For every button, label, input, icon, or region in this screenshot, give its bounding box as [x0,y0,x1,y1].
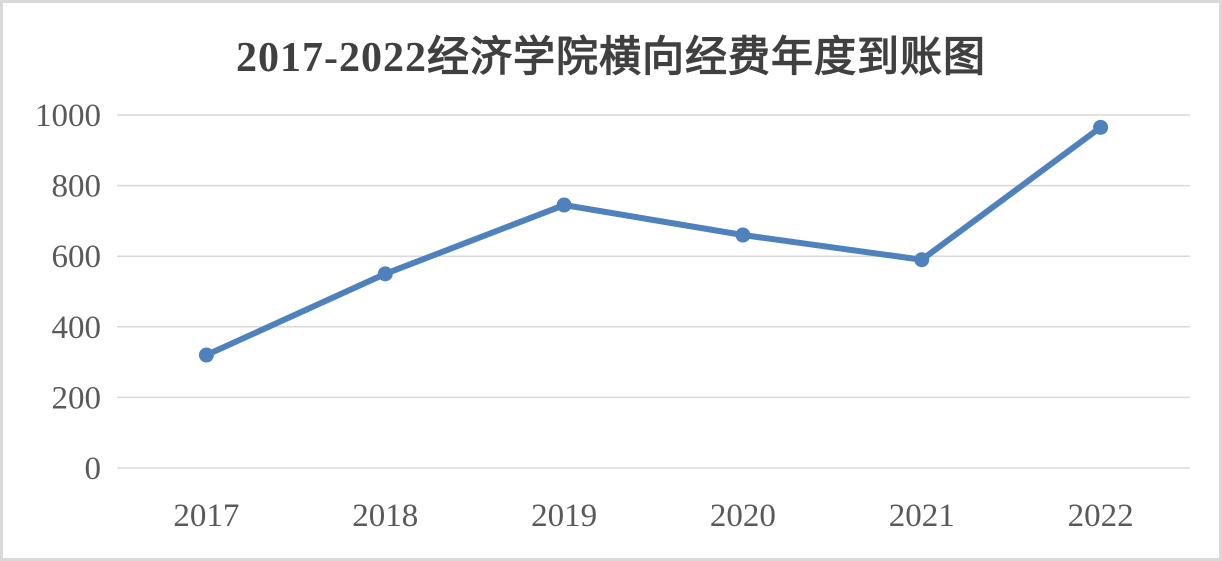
x-axis-tick-label: 2018 [352,498,418,534]
data-point-marker [198,347,214,363]
x-axis-tick-label: 2022 [1068,498,1134,534]
y-axis-tick-label: 1000 [35,98,101,134]
x-axis-tick-label: 2017 [173,498,239,534]
data-point-marker [735,227,751,243]
data-point-marker [556,197,572,213]
x-axis-tick-label: 2019 [531,498,597,534]
data-point-marker [914,252,930,268]
y-axis-tick-label: 0 [85,451,102,487]
y-axis-tick-label: 400 [52,310,102,346]
y-axis-tick-label: 800 [52,169,102,205]
chart-title: 2017-2022经济学院横向经费年度到账图 [236,35,986,81]
data-point-marker [1093,119,1109,135]
line-chart: 0 200 400 600 800 1000 2017 2018 2019 2020 2021 202… [35,98,1190,534]
data-line [203,124,1104,359]
y-axis-tick-label: 600 [52,239,102,275]
data-point-marker [377,266,393,282]
x-axis-tick-label: 2021 [889,498,955,534]
x-axis-tick-label: 2020 [710,498,776,534]
y-axis-tick-label: 200 [52,380,102,416]
